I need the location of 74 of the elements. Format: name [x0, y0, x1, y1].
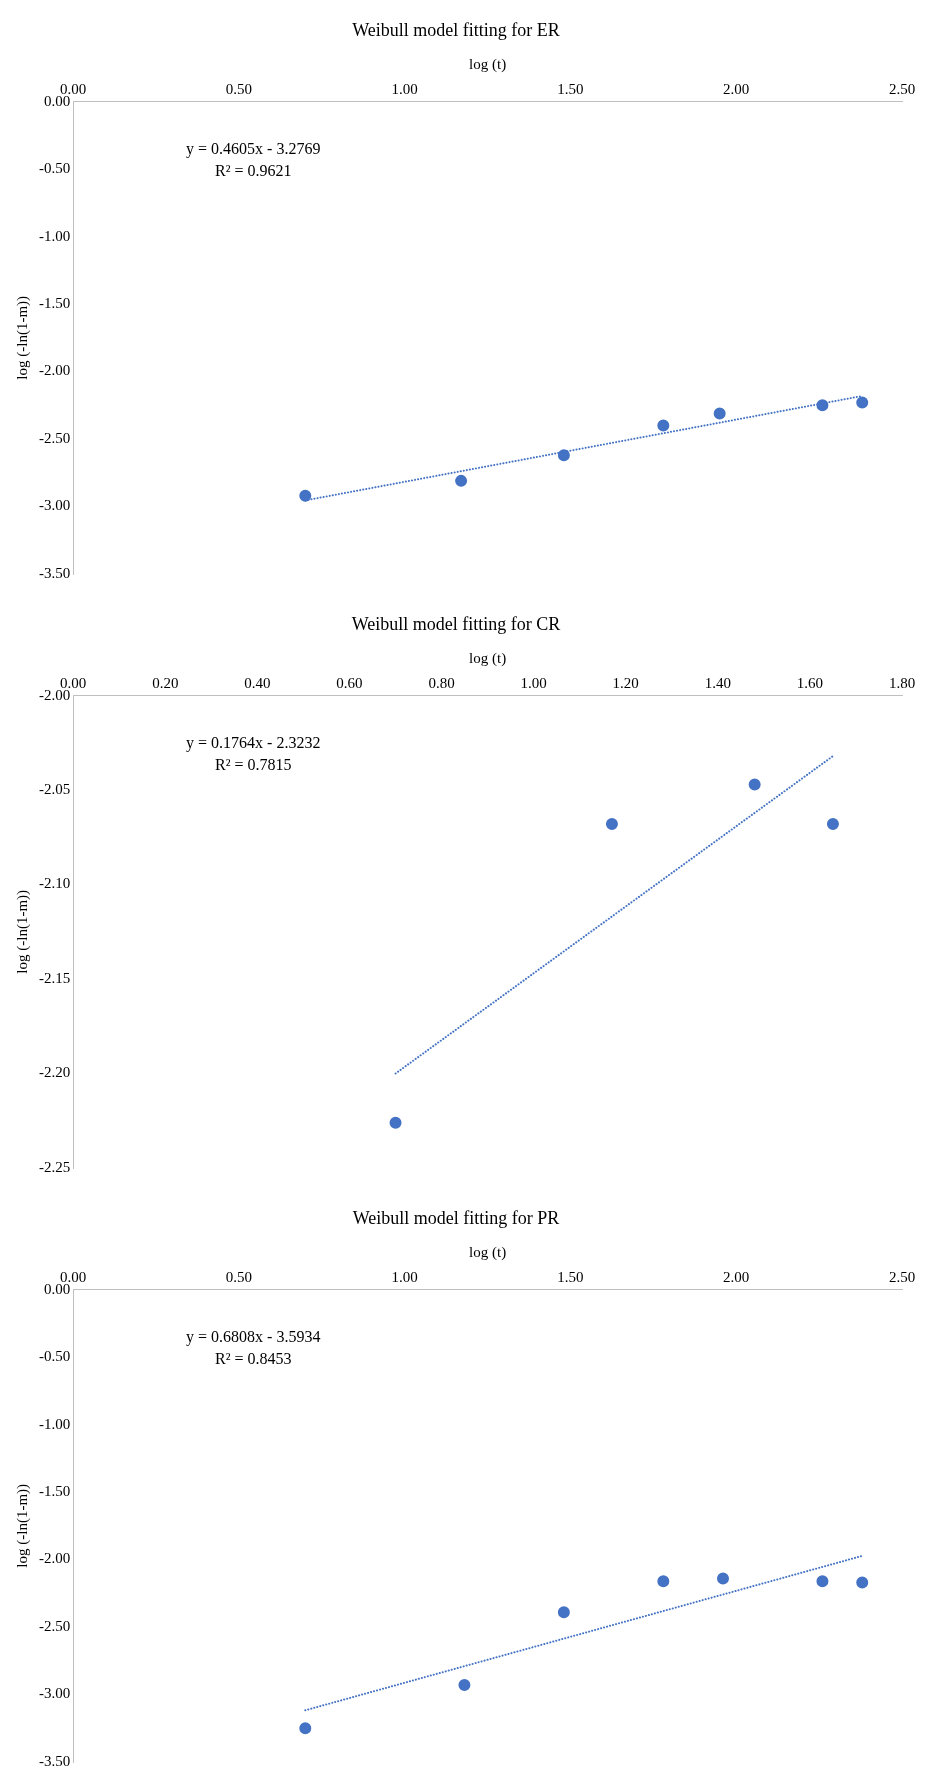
x-tick-label: 0.00	[60, 80, 87, 97]
point	[657, 1575, 670, 1588]
x-tick-label: 0.50	[225, 1268, 253, 1285]
annotation: R² = 0.9621	[215, 161, 292, 179]
x-axis-title: log (t)	[469, 649, 507, 667]
point	[748, 778, 761, 791]
point	[299, 1722, 312, 1735]
point	[826, 818, 839, 831]
x-tick-label: 2.00	[723, 80, 750, 97]
y-axis-title: log (-ln(1-m))	[13, 295, 31, 380]
y-tick-label: -2.00	[39, 362, 71, 379]
x-tick-label: 0.00	[60, 674, 87, 691]
point	[557, 449, 570, 462]
point	[816, 399, 829, 412]
y-tick-label: -2.00	[39, 1550, 71, 1567]
x-axis-title: log (t)	[469, 1243, 507, 1261]
chart-title: Weibull model fitting for PR	[352, 1207, 560, 1228]
point	[856, 1576, 869, 1589]
y-tick-label: -1.50	[39, 294, 71, 311]
y-tick-label: -2.10	[39, 875, 71, 892]
y-tick-label: -2.25	[39, 1158, 71, 1175]
x-tick-label: 0.40	[244, 674, 271, 691]
x-tick-label: 1.20	[612, 674, 639, 691]
y-tick-label: -2.05	[39, 781, 71, 798]
y-tick-label: -0.50	[39, 1348, 71, 1365]
y-tick-label: -0.50	[39, 160, 71, 177]
point	[299, 489, 312, 502]
x-tick-label: 0.50	[225, 80, 253, 97]
annotation: y = 0.6808x - 3.5934	[186, 1327, 321, 1346]
annotation: R² = 0.7815	[215, 755, 292, 773]
x-tick-label: 1.50	[557, 80, 584, 97]
point	[716, 1572, 729, 1585]
x-tick-label: 2.50	[888, 80, 916, 97]
x-tick-label: 1.60	[796, 674, 824, 691]
point	[458, 1679, 471, 1692]
x-tick-label: 1.50	[557, 1268, 584, 1285]
y-tick-label: -2.15	[39, 969, 71, 986]
x-tick-label: 1.00	[391, 80, 418, 97]
y-tick-label: -1.50	[39, 1482, 71, 1499]
x-tick-label: 1.80	[888, 674, 916, 691]
point	[713, 407, 726, 420]
x-tick-label: 0.00	[60, 1268, 87, 1285]
y-axis-title: log (-ln(1-m))	[13, 889, 31, 974]
chart-title: Weibull model fitting for CR	[351, 613, 561, 634]
y-tick-label: -3.00	[39, 497, 71, 514]
x-tick-label: 1.00	[391, 1268, 418, 1285]
point	[389, 1116, 402, 1129]
x-tick-label: 1.00	[520, 674, 547, 691]
x-tick-label: 0.20	[152, 674, 179, 691]
x-tick-label: 0.80	[428, 674, 455, 691]
point	[557, 1606, 570, 1619]
point	[605, 818, 618, 831]
y-tick-label: -3.00	[39, 1685, 71, 1702]
x-tick-label: 2.50	[888, 1268, 916, 1285]
y-tick-label: -2.50	[39, 429, 71, 446]
point	[657, 419, 670, 432]
x-tick-label: 1.40	[704, 674, 731, 691]
y-tick-label: -2.50	[39, 1617, 71, 1634]
y-tick-label: -2.20	[39, 1064, 71, 1081]
y-tick-label: -3.50	[39, 564, 71, 581]
point	[856, 396, 869, 409]
chart-title: Weibull model fitting for ER	[352, 19, 560, 40]
y-tick-label: -1.00	[39, 1415, 71, 1432]
point	[816, 1575, 829, 1588]
annotation: R² = 0.8453	[215, 1349, 292, 1367]
annotation: y = 0.4605x - 3.2769	[186, 139, 321, 158]
x-tick-label: 0.60	[336, 674, 363, 691]
x-axis-title: log (t)	[469, 55, 507, 73]
x-tick-label: 2.00	[723, 1268, 750, 1285]
point	[455, 474, 468, 487]
annotation: y = 0.1764x - 2.3232	[186, 733, 321, 752]
y-tick-label: -3.50	[39, 1752, 71, 1769]
y-axis-title: log (-ln(1-m))	[13, 1483, 31, 1568]
y-tick-label: -1.00	[39, 227, 71, 244]
